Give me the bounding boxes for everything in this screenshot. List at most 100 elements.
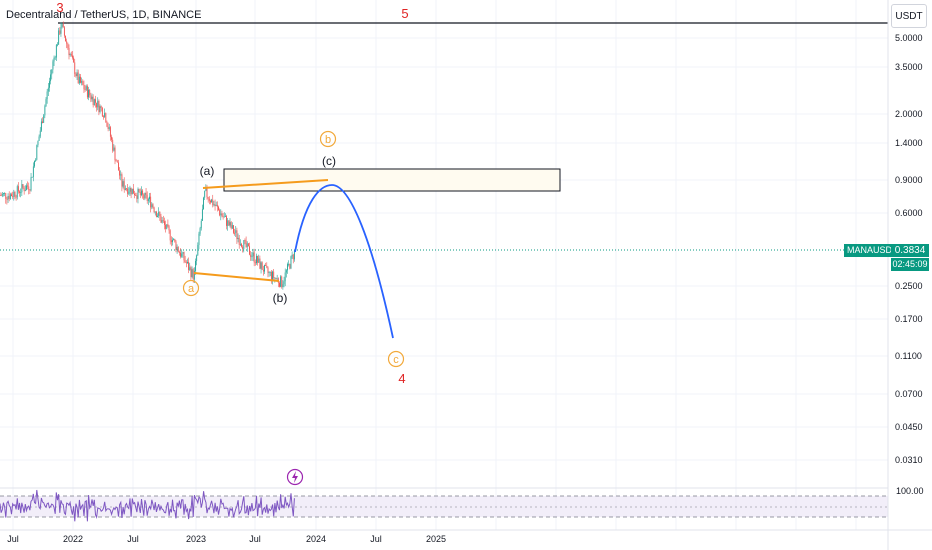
candle-body (29, 189, 31, 191)
candle-body (82, 81, 84, 85)
candle-body (161, 220, 163, 223)
candle-body (267, 267, 269, 273)
symbol-title[interactable]: Decentraland / TetherUS, 1D, BINANCE (6, 9, 202, 21)
rsi-axis-label: 100.00 (896, 486, 924, 496)
candle-body (222, 216, 224, 218)
candle-body (264, 265, 265, 272)
candle-body (92, 96, 94, 106)
symbol-price-tag: MANAUSDT (844, 244, 901, 257)
candle-body (169, 230, 171, 241)
target-zone-box[interactable] (223, 168, 561, 192)
upper-trendline[interactable] (202, 179, 329, 189)
candle-body (289, 264, 291, 269)
wave-circle-c: c (387, 350, 405, 368)
candle-body (252, 252, 254, 257)
candle-body (216, 204, 218, 207)
price-tick: 2.0000 (895, 109, 923, 119)
candle-body (61, 24, 63, 27)
candle-body (196, 255, 198, 262)
candle-body (244, 240, 246, 241)
candle-body (104, 113, 106, 118)
candle-body (124, 188, 126, 190)
candle-body (75, 73, 77, 77)
candle-body (208, 198, 210, 201)
candle-body (173, 238, 175, 240)
candle-body (165, 224, 167, 229)
candle-body (51, 69, 53, 75)
candle-body (27, 185, 29, 187)
candle-body (210, 200, 211, 203)
candle-body (77, 72, 79, 84)
candle-body (26, 185, 27, 190)
currency-button[interactable]: USDT (891, 4, 927, 28)
candle-body (21, 184, 23, 193)
lower-trendline[interactable] (193, 272, 280, 282)
candle-body (126, 188, 127, 190)
candle-body (69, 54, 71, 56)
candle-body (266, 265, 268, 268)
candle-body (275, 277, 277, 279)
candle-body (106, 122, 108, 127)
candle-body (195, 261, 196, 271)
candle-body (119, 170, 121, 176)
candle-body (203, 197, 204, 210)
candle-body (197, 244, 199, 256)
candle-body (166, 224, 168, 229)
candle-body (68, 47, 70, 56)
price-tick: 0.1700 (895, 314, 923, 324)
candle-body (157, 215, 158, 217)
candle-body (14, 191, 16, 197)
candle-body (114, 147, 116, 161)
price-tick: 0.9000 (895, 175, 923, 185)
candle-body (62, 24, 64, 28)
candle-body (215, 204, 217, 206)
candle-body (115, 160, 117, 162)
candle-body (36, 145, 38, 160)
candle-body (239, 243, 241, 245)
candle-body (221, 213, 223, 217)
candle-body (22, 184, 24, 188)
candle-body (40, 121, 42, 131)
candle-body (72, 55, 73, 58)
price-tick: 0.6000 (895, 208, 923, 218)
time-tick: 2023 (186, 534, 206, 544)
candle-body (218, 206, 219, 211)
price-tick: 3.5000 (895, 62, 923, 72)
candle-body (88, 89, 89, 98)
candle-body (259, 258, 261, 269)
candle-body (150, 196, 152, 208)
projection-curve[interactable] (294, 184, 394, 339)
candle-body (67, 43, 69, 48)
candle-body (273, 271, 275, 279)
candle-body (101, 108, 103, 117)
candle-body (281, 276, 283, 288)
candle-body (43, 115, 45, 123)
candle-body (257, 255, 259, 263)
wave-label-a-paren: (a) (200, 164, 215, 178)
candle-body (55, 44, 57, 58)
candle-body (154, 211, 156, 213)
lightning-icon[interactable] (286, 468, 304, 486)
price-axis[interactable]: 5.0000 3.5000 2.0000 1.4000 0.9000 0.600… (895, 33, 923, 465)
rsi-pane[interactable] (0, 487, 888, 522)
candle-body (60, 26, 62, 34)
candle-body (113, 147, 115, 151)
time-tick: 2025 (426, 534, 446, 544)
svg-text:c: c (393, 354, 399, 366)
wave-label-5: 5 (401, 6, 408, 21)
candle-body (66, 41, 68, 44)
time-axis[interactable]: Jul 2022 Jul 2023 Jul 2024 Jul 2025 (7, 534, 446, 544)
candle-body (258, 258, 260, 263)
candle-body (100, 106, 102, 109)
candle-body (141, 190, 142, 196)
candle-body (181, 253, 183, 257)
candle-body (91, 96, 93, 100)
candle-body (188, 261, 190, 270)
candle-body (24, 189, 26, 192)
candle-body (143, 194, 145, 199)
candle-body (52, 61, 54, 70)
candle-body (139, 192, 141, 196)
candle-body (251, 256, 253, 258)
candle-body (147, 199, 149, 201)
